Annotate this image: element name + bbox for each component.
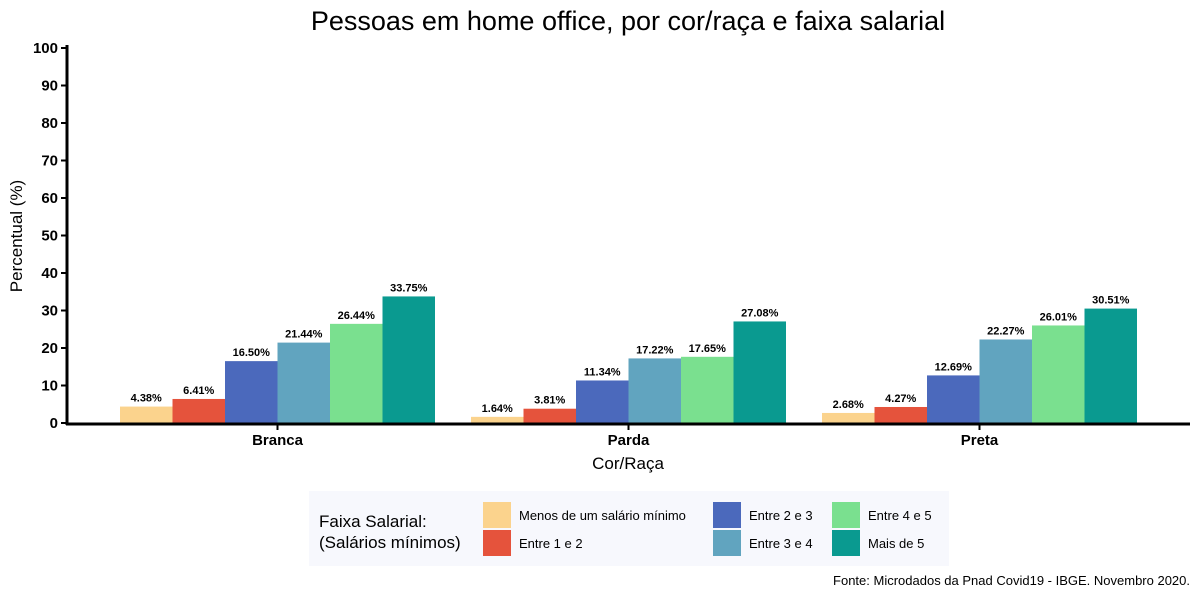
legend-swatch [713, 530, 741, 556]
bar-value-label: 6.41% [183, 385, 214, 397]
bar-value-label: 4.27% [885, 393, 916, 405]
y-axis-ticks: 0 10 20 30 40 50 60 70 80 90 100 [33, 40, 67, 432]
y-tick-label: 100 [33, 40, 58, 57]
bar [523, 408, 576, 423]
bar-value-label: 3.81% [534, 395, 565, 407]
legend-label: Entre 1 e 2 [519, 535, 583, 551]
y-axis-title: Percentual (%) [7, 180, 26, 292]
bars [120, 296, 1137, 423]
bar [874, 406, 927, 423]
bar-value-label: 16.50% [233, 347, 271, 359]
legend-item: Entre 1 e 2 [483, 530, 583, 556]
bar [225, 361, 278, 423]
legend-label: Entre 3 e 4 [749, 535, 813, 551]
bar [471, 416, 524, 423]
bar [382, 296, 435, 423]
bar-value-label: 26.44% [338, 310, 376, 322]
bar-value-label: 17.65% [689, 343, 727, 355]
bar-value-label: 4.38% [131, 393, 162, 405]
bar [172, 398, 225, 423]
legend-item: Entre 2 e 3 [713, 502, 813, 528]
bar-value-label: 21.44% [285, 329, 323, 341]
y-tick-label: 0 [50, 415, 58, 432]
bar [1032, 325, 1085, 423]
bar-value-label: 26.01% [1040, 311, 1078, 323]
bar [576, 380, 629, 423]
legend-title: Faixa Salarial: (Salários mínimos) [319, 512, 461, 552]
x-axis-ticks: Branca Parda Preta [252, 424, 999, 449]
legend-label: Entre 2 e 3 [749, 507, 813, 523]
y-tick-label: 20 [41, 340, 58, 357]
x-axis-title: Cor/Raça [592, 454, 664, 473]
bar [733, 321, 786, 423]
bar [822, 412, 875, 423]
bar-labels: 4.38% 6.41% 16.50% 21.44% 26.44% 33.75% 1.64% 3… [131, 282, 1130, 414]
legend-label: Menos de um salário mínimo [519, 507, 686, 523]
bar-value-label: 22.27% [987, 325, 1025, 337]
y-tick-label: 30 [41, 303, 58, 320]
x-tick-label: Preta [961, 432, 999, 449]
legend-item: Entre 3 e 4 [713, 530, 813, 556]
legend-item: Menos de um salário mínimo [483, 502, 686, 528]
bar [628, 358, 681, 423]
bar-value-label: 12.69% [935, 361, 973, 373]
legend-swatch [832, 530, 860, 556]
legend-swatch [713, 502, 741, 528]
legend-item: Entre 4 e 5 [832, 502, 932, 528]
y-tick-label: 80 [41, 115, 58, 132]
bar [120, 406, 173, 423]
bar-value-label: 33.75% [390, 282, 428, 294]
bar [927, 375, 980, 423]
legend-swatch [483, 502, 511, 528]
legend: Faixa Salarial: (Salários mínimos) Menos… [309, 491, 949, 566]
bar-value-label: 2.68% [833, 399, 864, 411]
x-tick-label: Parda [608, 432, 650, 449]
bar [681, 356, 734, 423]
bar [979, 339, 1032, 423]
chart-title: Pessoas em home office, por cor/raça e f… [311, 6, 945, 36]
legend-item: Mais de 5 [832, 530, 924, 556]
y-tick-label: 90 [41, 78, 58, 95]
bar-value-label: 17.22% [636, 344, 674, 356]
y-tick-label: 60 [41, 190, 58, 207]
y-tick-label: 50 [41, 228, 58, 245]
legend-label: Entre 4 e 5 [868, 507, 932, 523]
bar [277, 342, 330, 423]
legend-label: Mais de 5 [868, 535, 925, 551]
bar [330, 323, 383, 423]
bar [1084, 308, 1137, 423]
source-note: Fonte: Microdados da Pnad Covid19 - IBGE… [833, 573, 1190, 588]
legend-swatch [832, 502, 860, 528]
legend-swatch [483, 530, 511, 556]
y-tick-label: 40 [41, 265, 58, 282]
x-tick-label: Branca [252, 432, 304, 449]
y-tick-label: 70 [41, 153, 58, 170]
bar-value-label: 11.34% [584, 366, 621, 378]
y-tick-label: 10 [41, 378, 58, 395]
bar-value-label: 27.08% [741, 307, 779, 319]
bar-value-label: 30.51% [1092, 295, 1130, 307]
bar-value-label: 1.64% [482, 403, 513, 415]
